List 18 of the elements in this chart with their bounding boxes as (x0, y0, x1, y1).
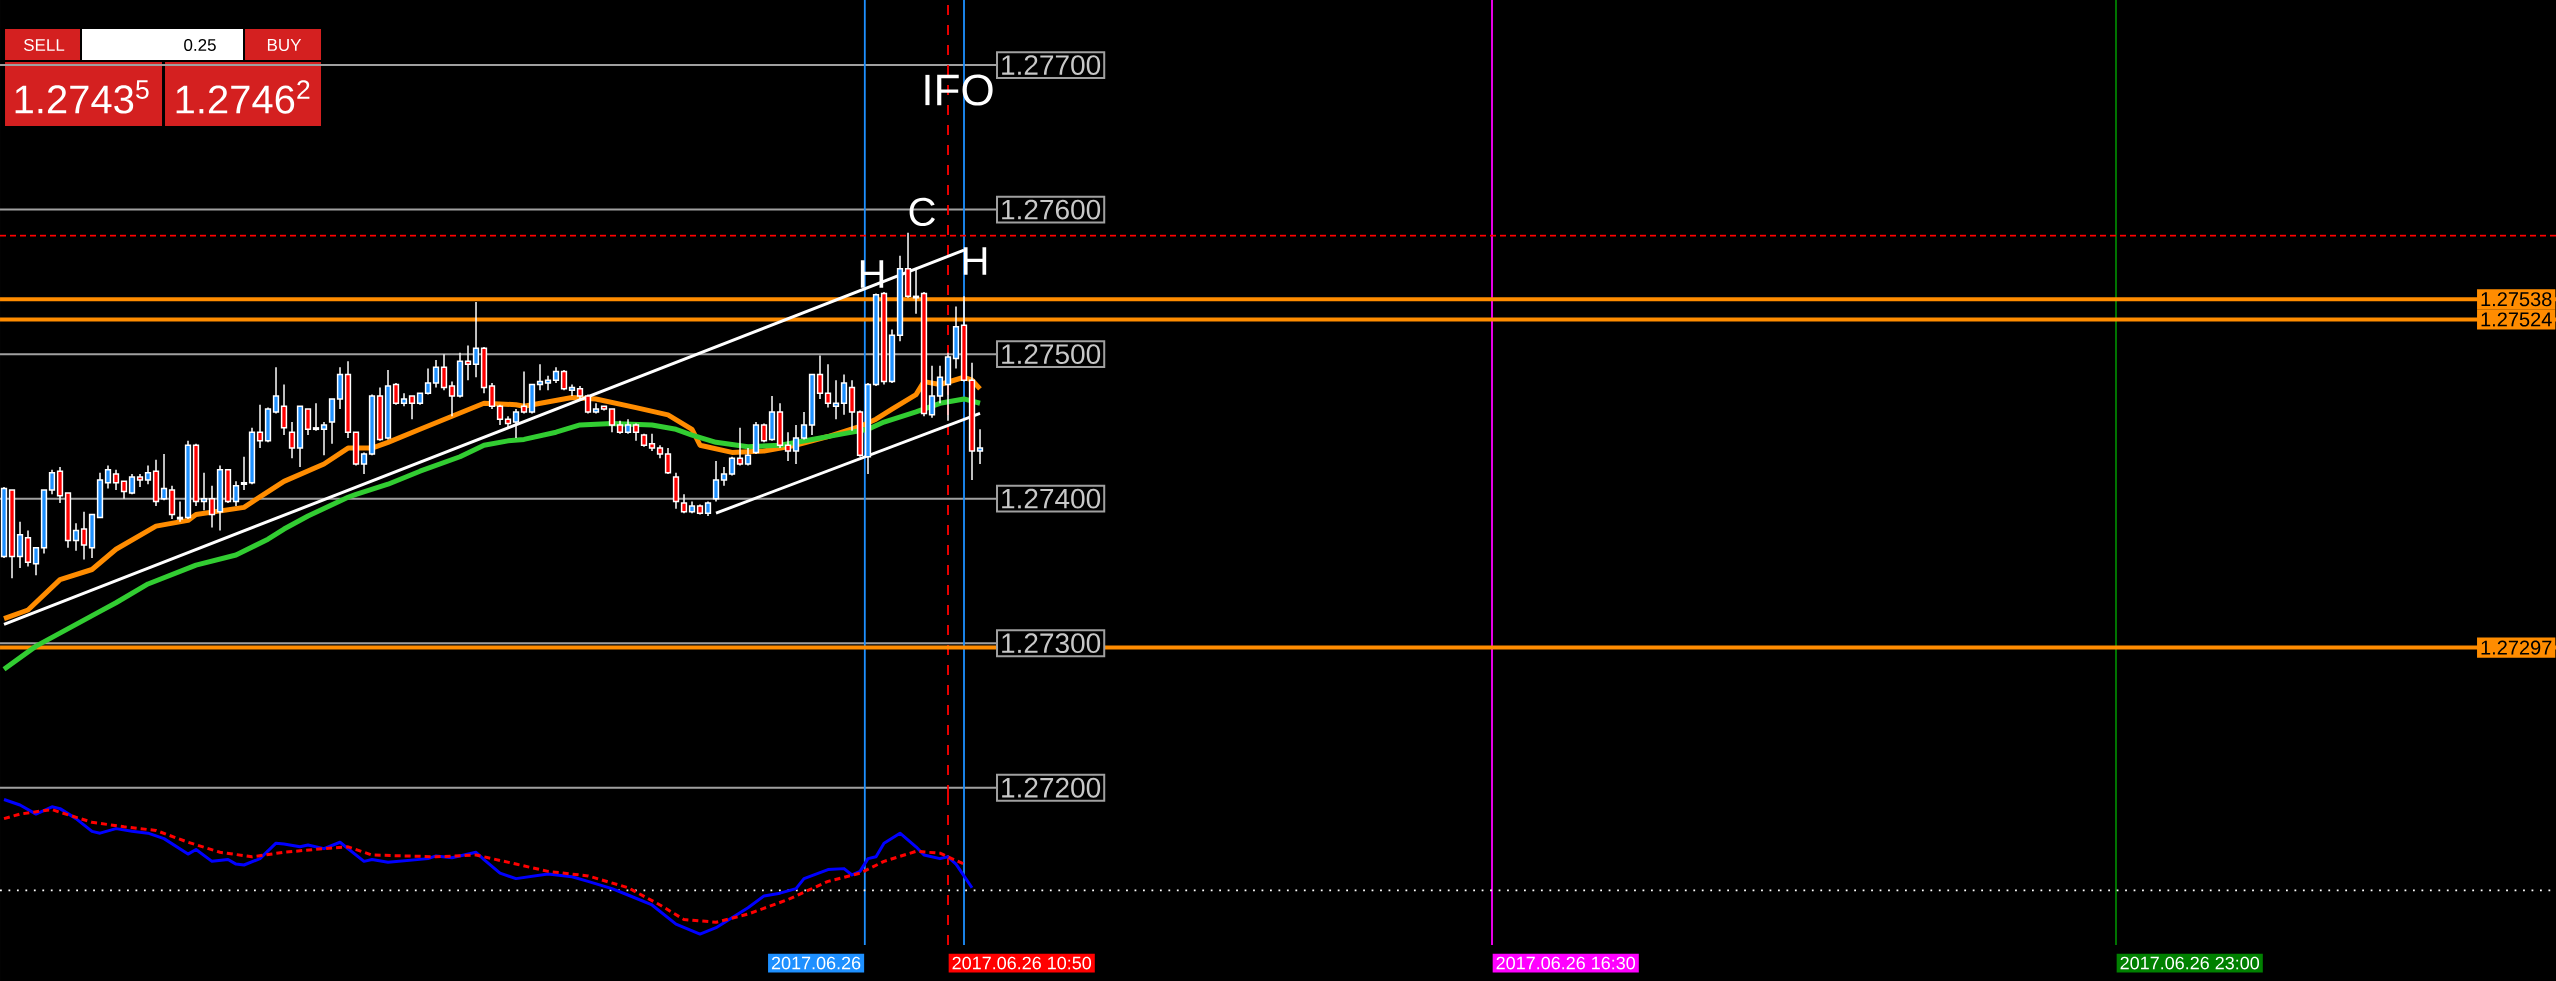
y-tick-label: 1.27400 (1002, 488, 1101, 509)
annotation: SELL (24, 38, 65, 51)
annotation: 1.2746$^{2}$ (176, 80, 310, 114)
ref-line-label: 1.27297 (2481, 640, 2552, 655)
text: 2017.06.26 (771, 956, 861, 970)
annotation: 0.25 (184, 38, 216, 51)
ref-line-label: 1.27538 (2481, 292, 2552, 307)
annotation: 1.2743$^{5}$ (15, 80, 149, 114)
y-tick-label: 1.27500 (1002, 344, 1101, 365)
y-tick-label: 1.27300 (1002, 633, 1101, 654)
ref-line-label: 1.27524 (2481, 312, 2552, 327)
text: 2017.06.26 23:00 (2120, 956, 2260, 970)
y-tick-label: 1.27600 (1002, 199, 1101, 220)
y-tick-label: 1.27700 (1002, 55, 1101, 75)
text: 2017.06.26 16:30 (1496, 956, 1636, 970)
text: 2017.06.26 10:50 (952, 956, 1092, 970)
annotation: BUY (267, 39, 302, 51)
y-tick-label: 1.27200 (1002, 777, 1101, 798)
